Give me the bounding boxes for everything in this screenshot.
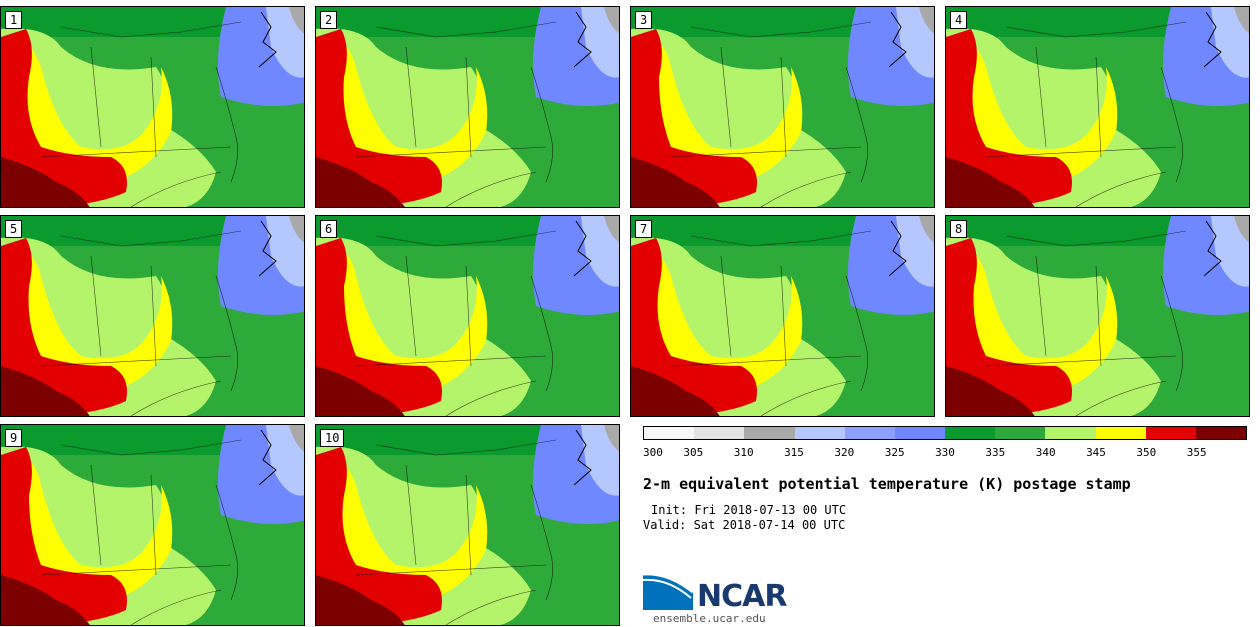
colorbar-labels: 300 305 310 315 320 325 330 335 340 345 350 355 bbox=[643, 446, 1247, 460]
colorbar-swatch bbox=[945, 427, 996, 439]
colorbar-tick-label: 315 bbox=[784, 446, 804, 459]
postage-stamp-panel: 7 bbox=[630, 215, 935, 417]
colorbar-tick-label: 355 bbox=[1186, 446, 1207, 459]
colorbar-swatch bbox=[794, 427, 845, 439]
panel-number: 4 bbox=[950, 11, 968, 29]
postage-stamp-panel: 1 bbox=[0, 6, 305, 208]
postage-stamp-panel: 6 bbox=[315, 215, 620, 417]
colorbar-swatch bbox=[644, 427, 695, 439]
postage-stamp-panel: 9 bbox=[0, 424, 305, 626]
valid-time: Valid: Sat 2018-07-14 00 UTC bbox=[643, 518, 846, 532]
temperature-map bbox=[946, 216, 1249, 416]
init-time: Init: Fri 2018-07-13 00 UTC bbox=[651, 503, 847, 517]
panel-number: 2 bbox=[320, 11, 338, 29]
temperature-map bbox=[946, 7, 1249, 207]
postage-stamp-panel: 4 bbox=[945, 6, 1250, 208]
temperature-map bbox=[631, 216, 934, 416]
panel-number: 7 bbox=[635, 220, 653, 238]
colorbar-swatch bbox=[1045, 427, 1096, 439]
colorbar-tick-label: 310 bbox=[733, 446, 754, 459]
colorbar-tick-label: 335 bbox=[985, 446, 1006, 459]
postage-stamp-panel: 3 bbox=[630, 6, 935, 208]
colorbar-swatch bbox=[1195, 427, 1247, 439]
colorbar-swatch bbox=[995, 427, 1046, 439]
temperature-map bbox=[316, 425, 619, 625]
temperature-map bbox=[631, 7, 934, 207]
logo-wordmark: NCAR bbox=[697, 579, 787, 614]
ncar-logo-icon bbox=[643, 572, 694, 610]
colorbar-tick-label: 325 bbox=[884, 446, 905, 459]
colorbar-swatch bbox=[1095, 427, 1146, 439]
panel-number: 6 bbox=[320, 220, 338, 238]
temperature-map bbox=[316, 7, 619, 207]
colorbar-swatch bbox=[744, 427, 795, 439]
panel-number: 10 bbox=[320, 429, 345, 447]
panel-number: 9 bbox=[5, 429, 23, 447]
figure-title: 2-m equivalent potential temperature (K)… bbox=[643, 475, 1131, 493]
panel-number: 8 bbox=[950, 220, 968, 238]
colorbar-tick-label: 340 bbox=[1035, 446, 1056, 459]
postage-stamp-panel: 8 bbox=[945, 215, 1250, 417]
temperature-map bbox=[316, 216, 619, 416]
colorbar-tick-label: 350 bbox=[1136, 446, 1157, 459]
colorbar-tick-label: 305 bbox=[683, 446, 704, 459]
colorbar-tick-label: 320 bbox=[834, 446, 855, 459]
colorbar-swatch bbox=[1145, 427, 1196, 439]
postage-stamp-panel: 2 bbox=[315, 6, 620, 208]
temperature-map bbox=[1, 216, 304, 416]
temperature-map bbox=[1, 7, 304, 207]
panel-number: 5 bbox=[5, 220, 23, 238]
colorbar-swatch bbox=[844, 427, 895, 439]
colorbar-tick-label: 345 bbox=[1086, 446, 1106, 459]
panel-number: 3 bbox=[635, 11, 653, 29]
site-url: ensemble.ucar.edu bbox=[653, 612, 766, 625]
colorbar-tick-label: 330 bbox=[935, 446, 955, 459]
postage-stamp-panel: 5 bbox=[0, 215, 305, 417]
colorbar bbox=[643, 426, 1247, 440]
postage-stamp-panel: 10 bbox=[315, 424, 620, 626]
colorbar-tick-label: 300 bbox=[643, 446, 663, 459]
panel-number: 1 bbox=[5, 11, 23, 29]
colorbar-swatch bbox=[694, 427, 745, 439]
temperature-map bbox=[1, 425, 304, 625]
colorbar-swatch bbox=[894, 427, 946, 439]
